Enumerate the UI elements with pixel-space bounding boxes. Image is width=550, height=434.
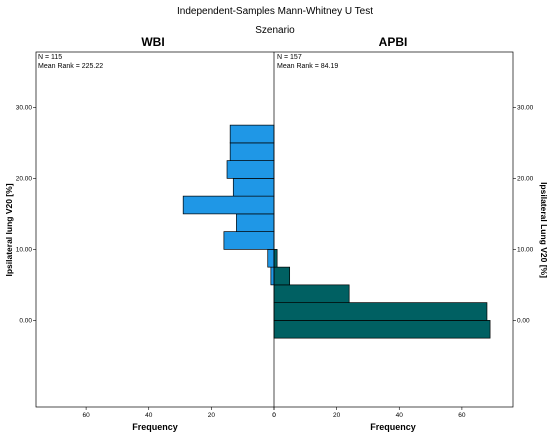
bars-layer [182, 124, 491, 339]
chart-subtitle: Szenario [255, 25, 295, 36]
y-tick-label-left: 30.00 [16, 105, 33, 112]
y-axis-label-right: Ipsilateral Lung V20 [%] [539, 182, 549, 278]
x-tick-label-left: 40 [145, 412, 153, 419]
bar-wbi-bin [182, 195, 275, 215]
panel-title-right: APBI [379, 35, 408, 49]
chart-title: Independent-Samples Mann-Whitney U Test [177, 6, 373, 17]
stat-right-n: N = 157 [277, 54, 302, 61]
stat-right-mean-rank: Mean Rank = 84.19 [277, 63, 338, 70]
y-tick-label-right: 20.00 [517, 176, 534, 183]
bar-apbi-bin [273, 284, 350, 303]
x-axis-label-left: Frequency [132, 422, 178, 432]
bar-wbi-bin [229, 124, 275, 144]
y-tick-label-right: 10.00 [517, 247, 534, 254]
bar-wbi-bin [226, 160, 275, 179]
bar-wbi-bin [229, 142, 275, 161]
panel-title-left: WBI [141, 35, 164, 49]
y-tick-label-left: 10.00 [16, 247, 33, 254]
bar-apbi-bin [273, 302, 488, 321]
y-axis-label-left: Ipsilateral lung V20 [%] [4, 183, 14, 276]
bar-wbi-bin [232, 178, 275, 197]
bar-wbi-bin [223, 231, 275, 250]
x-tick-label-left: 20 [208, 412, 216, 419]
x-tick-label-left: 0 [272, 412, 276, 419]
x-tick-label-left: 60 [82, 412, 90, 419]
bar-wbi-bin [270, 266, 275, 286]
x-tick-label-right: 0 [272, 412, 276, 419]
stat-left-n: N = 115 [38, 54, 62, 61]
x-tick-label-right: 60 [458, 412, 466, 419]
plot-frame [35, 51, 514, 408]
bar-wbi-bin [236, 213, 275, 232]
stat-left-mean-rank: Mean Rank = 225.22 [38, 63, 103, 70]
y-tick-label-left: 0.00 [19, 318, 32, 325]
x-tick-label-right: 40 [396, 412, 404, 419]
y-tick-label-right: 0.00 [517, 318, 530, 325]
y-tick-label-right: 30.00 [517, 105, 534, 112]
bar-apbi-bin [273, 320, 491, 339]
x-tick-label-right: 20 [333, 412, 341, 419]
bar-apbi-bin [273, 249, 278, 268]
bar-apbi-bin [273, 266, 291, 286]
bar-wbi-bin [267, 249, 275, 268]
y-tick-label-left: 20.00 [16, 176, 33, 183]
x-axis-label-right: Frequency [370, 422, 416, 432]
